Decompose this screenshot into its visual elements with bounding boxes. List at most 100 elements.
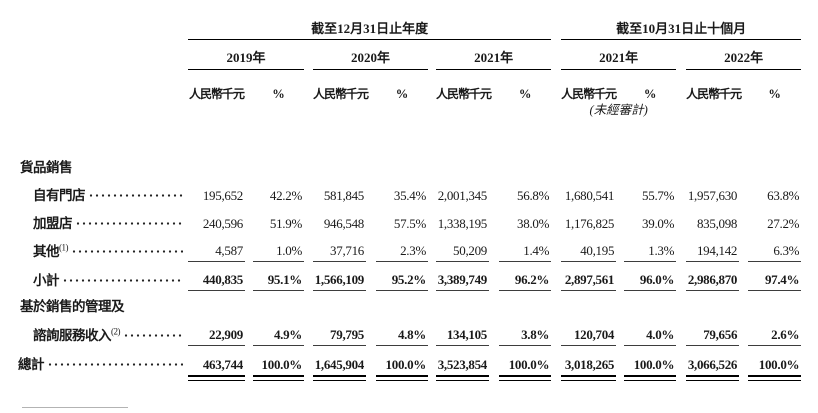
double-rule — [686, 375, 740, 381]
unaudited-note: (未經審計) — [589, 103, 648, 117]
value-cell: 96.2% — [499, 262, 552, 291]
value-cell: 440,835 — [188, 262, 245, 291]
unit-header-row: 人民幣千元 % 人民幣千元 % 人民幣千元 % 人民幣千元 % 人民幣千元 % — [18, 70, 801, 103]
value-cell: 57.5% — [393, 216, 426, 231]
value-cell: 96.0% — [624, 262, 677, 291]
value-cell: 39.0% — [642, 216, 675, 231]
percent-header: % — [643, 86, 657, 101]
unaudited-note-row: (未經審計) — [18, 103, 801, 127]
dot-leader — [71, 250, 183, 253]
value-cell: 2.3% — [376, 234, 428, 262]
value-cell: 38.0% — [517, 216, 550, 231]
percent-header: % — [768, 86, 781, 101]
value-cell: 79,795 — [313, 317, 366, 346]
double-rule — [253, 375, 304, 381]
group-header-year-ended: 截至12月31日止年度 — [188, 15, 552, 40]
value-cell: 35.4% — [393, 188, 426, 203]
value-cell: 946,548 — [323, 216, 364, 231]
row-label-subtotal: 小計 — [33, 272, 60, 288]
rmb-unit-header: 人民幣千元 — [188, 87, 245, 101]
value-cell: 79,656 — [686, 317, 740, 346]
rmb-unit-header: 人民幣千元 — [313, 87, 369, 101]
value-cell: 1.4% — [499, 234, 552, 262]
double-rule — [376, 375, 428, 381]
value-cell: 1,176,825 — [564, 216, 615, 231]
value-cell: 1,680,541 — [564, 188, 615, 203]
dot-leader — [88, 194, 183, 197]
double-rule — [188, 375, 245, 381]
dot-leader — [62, 279, 183, 282]
value-cell: 100.0% — [385, 357, 427, 372]
value-cell: 463,744 — [202, 357, 243, 372]
footnote-marker-1: (1) — [59, 242, 69, 252]
value-cell: 3,018,265 — [564, 357, 615, 372]
value-cell: 195,652 — [202, 188, 243, 203]
double-rule — [313, 375, 366, 381]
double-rule — [748, 375, 802, 381]
value-cell: 95.2% — [376, 262, 428, 291]
value-cell: 1.3% — [624, 234, 677, 262]
value-cell: 120,704 — [561, 317, 617, 346]
value-cell: 100.0% — [633, 357, 675, 372]
value-cell: 1,338,195 — [437, 216, 488, 231]
value-cell: 51.9% — [269, 216, 302, 231]
percent-header: % — [272, 86, 285, 101]
value-cell: 55.7% — [642, 188, 675, 203]
table-row-subtotal: 小計 440,835 95.1% 1,566,109 95.2% 3,389,7… — [18, 262, 802, 291]
value-cell: 2,001,345 — [437, 188, 488, 203]
value-cell: 194,142 — [686, 234, 740, 262]
year-header-2021: 2021年 — [436, 40, 552, 70]
revenue-breakdown-table: 截至12月31日止年度 截至10月31日止十個月 2019年 2020年 202… — [18, 15, 802, 381]
double-rule — [499, 375, 552, 381]
section-header-sales-based-mgmt: 基於銷售的管理及 — [20, 298, 125, 314]
value-cell: 3,066,526 — [687, 357, 738, 372]
value-cell: 2.6% — [748, 317, 802, 346]
section-header-row-mgmt: 基於銷售的管理及 — [18, 291, 801, 317]
rmb-unit-header: 人民幣千元 — [686, 87, 742, 101]
value-cell: 100.0% — [758, 357, 800, 372]
double-rule — [436, 375, 489, 381]
value-cell: 4.0% — [624, 317, 677, 346]
double-rule — [561, 375, 617, 381]
value-cell: 3.8% — [499, 317, 552, 346]
value-cell: 42.2% — [269, 188, 302, 203]
value-cell: 581,845 — [323, 188, 364, 203]
year-header-2019: 2019年 — [188, 40, 304, 70]
row-label-consulting-income: 諮詢服務收入(2) — [33, 326, 121, 343]
total-double-rule-row — [18, 375, 802, 381]
year-header-2020: 2020年 — [313, 40, 428, 70]
value-cell: 2,897,561 — [561, 262, 617, 291]
rmb-unit-header: 人民幣千元 — [436, 87, 492, 101]
value-cell: 240,596 — [202, 216, 243, 231]
value-cell: 63.8% — [767, 188, 800, 203]
percent-header: % — [518, 86, 532, 101]
value-cell: 4,587 — [188, 234, 245, 262]
table-row-self-owned-stores: 自有門店 195,652 42.2% 581,845 35.4% 2,001,3… — [18, 178, 801, 206]
period-group-header-row: 截至12月31日止年度 截至10月31日止十個月 — [18, 15, 802, 40]
value-cell: 2,986,870 — [686, 262, 740, 291]
value-cell: 50,209 — [436, 234, 489, 262]
value-cell: 97.4% — [748, 262, 802, 291]
row-label-total: 總計 — [18, 356, 45, 372]
value-cell: 1,566,109 — [313, 262, 366, 291]
section-header-goods-sales: 貨品銷售 — [20, 159, 73, 175]
year-header-2022-ten-months: 2022年 — [686, 40, 802, 70]
year-header-2021-ten-months: 2021年 — [561, 40, 677, 70]
table-row-others: 其他(1) 4,587 1.0% 37,716 2.3% 50,209 1.4%… — [18, 234, 802, 262]
dot-leader — [123, 334, 183, 337]
table-row-total: 總計 463,744 100.0% 1,645,904 100.0% 3,523… — [18, 346, 801, 375]
value-cell: 6.3% — [748, 234, 802, 262]
value-cell: 1,957,630 — [687, 188, 738, 203]
value-cell: 1,645,904 — [314, 357, 365, 372]
footnote-marker-2: (2) — [111, 326, 121, 336]
group-header-ten-months: 截至10月31日止十個月 — [561, 15, 802, 40]
value-cell: 4.9% — [253, 317, 304, 346]
dot-leader — [75, 222, 183, 225]
value-cell: 835,098 — [696, 216, 738, 231]
dot-leader — [47, 363, 183, 366]
footnote-separator-rule — [22, 407, 128, 408]
row-label-self-owned-stores: 自有門店 — [33, 187, 86, 203]
table-row-consulting-income: 諮詢服務收入(2) 22,909 4.9% 79,795 4.8% 134,10… — [18, 317, 802, 346]
value-cell: 1.0% — [253, 234, 304, 262]
value-cell: 3,389,749 — [436, 262, 489, 291]
